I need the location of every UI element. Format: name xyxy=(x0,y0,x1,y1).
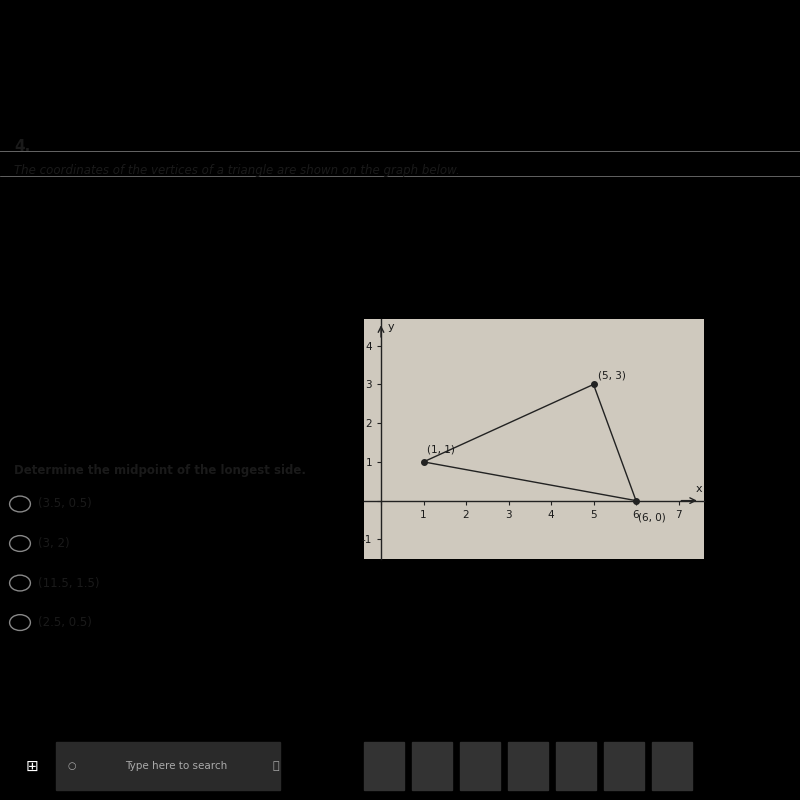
Text: (3.5, 0.5): (3.5, 0.5) xyxy=(38,498,92,510)
Bar xyxy=(460,742,500,790)
Text: The coordinates of the vertices of a triangle are shown on the graph below.: The coordinates of the vertices of a tri… xyxy=(14,163,460,177)
Bar xyxy=(364,742,404,790)
Text: (3, 2): (3, 2) xyxy=(38,537,70,550)
Text: Determine the midpoint of the longest side.: Determine the midpoint of the longest si… xyxy=(14,465,306,478)
Text: x: x xyxy=(695,484,702,494)
Text: (2.5, 0.5): (2.5, 0.5) xyxy=(38,616,92,629)
Bar xyxy=(604,742,644,790)
Text: Type here to search: Type here to search xyxy=(125,761,227,771)
Bar xyxy=(652,742,692,790)
Text: ○: ○ xyxy=(68,761,76,771)
Text: y: y xyxy=(387,322,394,332)
Text: (1, 1): (1, 1) xyxy=(427,445,454,455)
Text: 4.: 4. xyxy=(14,139,30,154)
Bar xyxy=(56,742,280,790)
Bar xyxy=(412,742,452,790)
Text: (6, 0): (6, 0) xyxy=(638,512,666,522)
Bar xyxy=(508,742,548,790)
Text: 🎤: 🎤 xyxy=(273,761,279,771)
Text: (11.5, 1.5): (11.5, 1.5) xyxy=(38,577,100,590)
Text: ⊞: ⊞ xyxy=(26,758,38,774)
Text: (5, 3): (5, 3) xyxy=(598,370,626,381)
Bar xyxy=(556,742,596,790)
